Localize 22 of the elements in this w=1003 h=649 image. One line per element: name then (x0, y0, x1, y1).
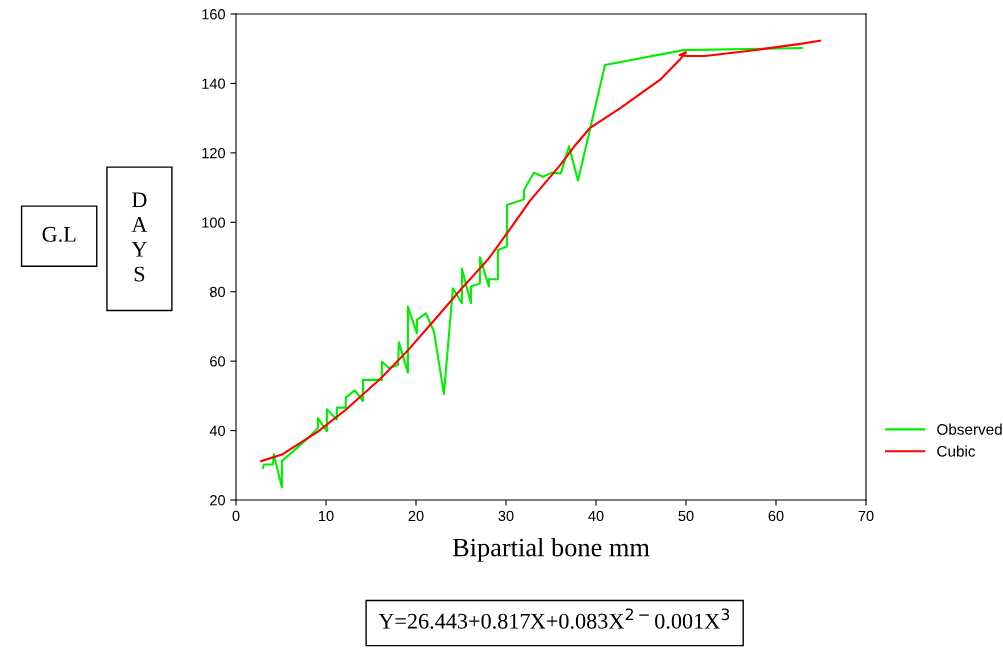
y-tick-label: 120 (202, 147, 226, 159)
text: DAYS (131, 192, 148, 282)
x-tick-label: 20 (408, 510, 424, 522)
x-tick-label: 50 (678, 510, 694, 522)
x-tick-label: 40 (588, 510, 604, 522)
text: Y=26.443+0.817X+0.083X$^{2−}$0.001X$^{3}$ (378, 608, 730, 629)
x-tick-label: 30 (498, 510, 514, 522)
x-axis-title: Bipartial bone mm (452, 537, 650, 562)
x-tick-label: 60 (768, 510, 784, 522)
x-tick-label: 70 (858, 510, 874, 522)
y-tick-label: 140 (202, 78, 226, 89)
text: G.L (42, 226, 76, 242)
y-tick-label: 160 (202, 9, 226, 20)
y-tick-label: 100 (202, 217, 226, 228)
y-tick-label: 20 (210, 495, 226, 506)
legend-label: Cubic (937, 445, 976, 457)
legend-label: Observed (937, 423, 1002, 435)
x-tick-label: 10 (319, 510, 334, 522)
y-tick-label: 60 (210, 356, 226, 367)
y-tick-label: 80 (210, 286, 226, 298)
y-tick-label: 40 (209, 425, 226, 436)
x-tick-label: 0 (232, 510, 240, 522)
